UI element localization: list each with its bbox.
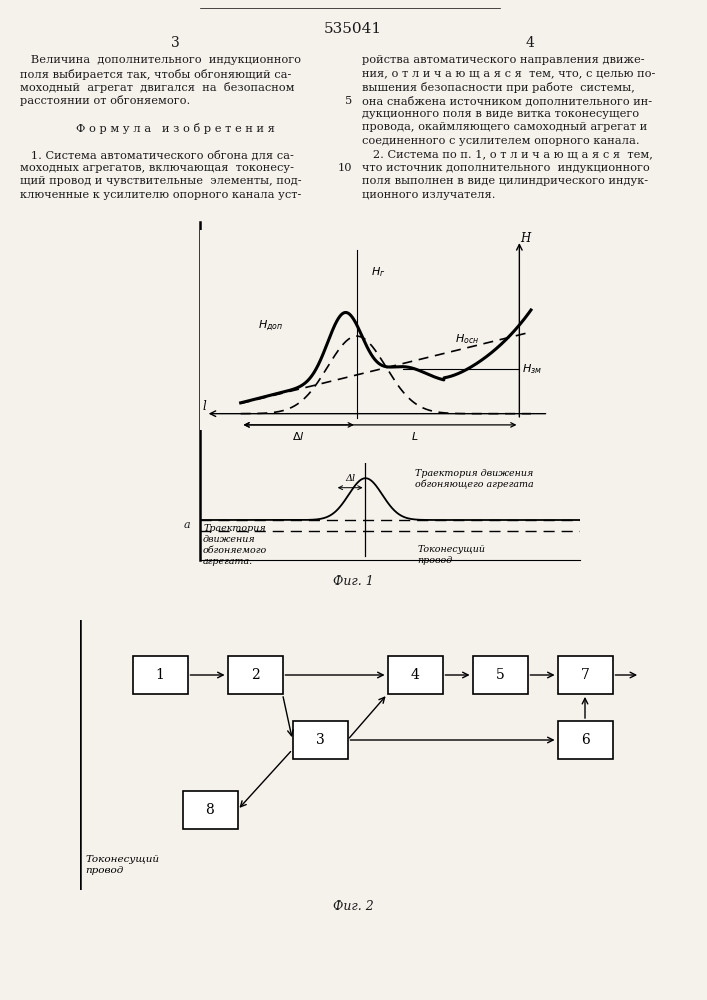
Text: она снабжена источником дополнительного ин-: она снабжена источником дополнительного … (362, 96, 652, 106)
Text: ния, о т л и ч а ю щ а я с я  тем, что, с целью по-: ния, о т л и ч а ю щ а я с я тем, что, с… (362, 68, 655, 79)
Text: 8: 8 (206, 803, 214, 817)
Text: что источник дополнительного  индукционного: что источник дополнительного индукционно… (362, 163, 650, 173)
Bar (228, 656, 283, 694)
Text: 535041: 535041 (324, 22, 382, 36)
Text: 4: 4 (525, 36, 534, 50)
Text: 5: 5 (496, 668, 504, 682)
Text: дукционного поля в виде витка токонесущего: дукционного поля в виде витка токонесуще… (362, 109, 639, 119)
Text: 5: 5 (345, 96, 352, 105)
Text: 1. Система автоматического обгона для са-: 1. Система автоматического обгона для са… (20, 149, 294, 160)
Text: поля выполнен в виде цилиндрического индук-: поля выполнен в виде цилиндрического инд… (362, 176, 648, 186)
Text: $H_{осн}$: $H_{осн}$ (455, 332, 479, 346)
Text: Траектория движения
обгоняющего агрегата: Траектория движения обгоняющего агрегата (414, 469, 533, 489)
Bar (558, 721, 612, 759)
Text: 2. Система по п. 1, о т л и ч а ю щ а я с я  тем,: 2. Система по п. 1, о т л и ч а ю щ а я … (362, 149, 653, 159)
Text: 7: 7 (580, 668, 590, 682)
Text: $L$: $L$ (411, 430, 419, 442)
Text: $H_{доп}$: $H_{доп}$ (258, 318, 284, 333)
Bar (472, 656, 527, 694)
Text: 3: 3 (315, 733, 325, 747)
Bar (182, 791, 238, 829)
Text: расстоянии от обгоняемого.: расстоянии от обгоняемого. (20, 96, 190, 106)
Text: $H_г$: $H_г$ (371, 265, 386, 279)
Text: $H_{зм}$: $H_{зм}$ (522, 362, 542, 376)
Text: 6: 6 (580, 733, 590, 747)
Bar (293, 721, 348, 759)
Text: 3: 3 (170, 36, 180, 50)
Text: соединенного с усилителем опорного канала.: соединенного с усилителем опорного канал… (362, 136, 640, 146)
Text: l: l (203, 400, 206, 413)
Text: провода, окаймляющего самоходный агрегат и: провода, окаймляющего самоходный агрегат… (362, 122, 647, 132)
Text: 4: 4 (411, 668, 419, 682)
Text: $\Delta l$: $\Delta l$ (293, 430, 305, 442)
Text: ройства автоматического направления движе-: ройства автоматического направления движ… (362, 55, 645, 65)
Bar (132, 656, 187, 694)
Text: 1: 1 (156, 668, 165, 682)
Text: Фиг. 1: Фиг. 1 (332, 575, 373, 588)
Text: Ф о р м у л а   и з о б р е т е н и я: Ф о р м у л а и з о б р е т е н и я (76, 122, 274, 133)
Text: а: а (183, 520, 190, 530)
Text: ционного излучателя.: ционного излучателя. (362, 190, 496, 200)
Text: 10: 10 (337, 163, 352, 173)
Text: Траектория
движения
обгоняемого
агрегата.: Траектория движения обгоняемого агрегата… (203, 524, 267, 566)
Bar (387, 656, 443, 694)
Text: ключенные к усилителю опорного канала уст-: ключенные к усилителю опорного канала ус… (20, 190, 301, 200)
Text: моходный  агрегат  двигался  на  безопасном: моходный агрегат двигался на безопасном (20, 82, 295, 93)
Text: щий провод и чувствительные  элементы, под-: щий провод и чувствительные элементы, по… (20, 176, 302, 186)
Text: 2: 2 (250, 668, 259, 682)
Text: Величина  дополнительного  индукционного: Величина дополнительного индукционного (20, 55, 301, 65)
Text: поля выбирается так, чтобы обгоняющий са-: поля выбирается так, чтобы обгоняющий са… (20, 68, 291, 80)
Text: H: H (520, 232, 531, 245)
Text: Токонесущий
провод: Токонесущий провод (85, 855, 159, 875)
Text: моходных агрегатов, включающая  токонесу-: моходных агрегатов, включающая токонесу- (20, 163, 294, 173)
Text: вышения безопасности при работе  системы,: вышения безопасности при работе системы, (362, 82, 635, 93)
Text: Токонесущий
провод: Токонесущий провод (418, 545, 486, 565)
Text: Δl: Δl (345, 474, 355, 483)
Text: Фиг. 2: Фиг. 2 (332, 900, 373, 913)
Bar (558, 656, 612, 694)
